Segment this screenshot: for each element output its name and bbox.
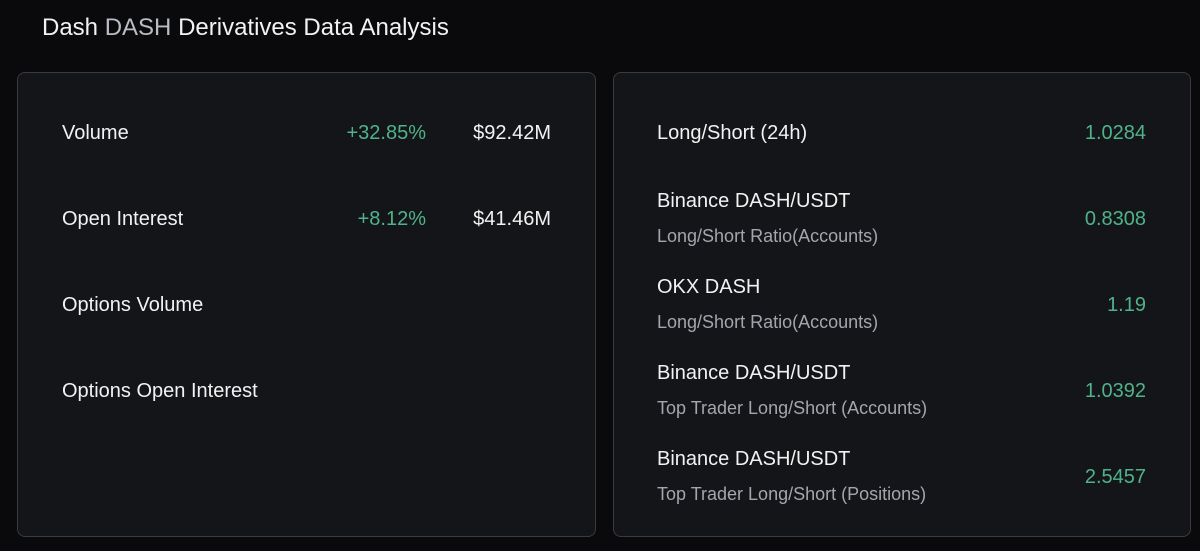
ratio-label: Binance DASH/USDT — [657, 448, 851, 470]
metric-change: +32.85% — [346, 122, 426, 144]
ratio-value: 1.0284 — [1084, 122, 1146, 144]
ratio-sublabel: Long/Short Ratio(Accounts) — [657, 312, 879, 332]
ratio-value: 1.0392 — [1084, 380, 1146, 402]
metric-value: $41.46M — [473, 208, 551, 230]
metric-label: Volume — [62, 122, 129, 144]
ratio-label: Long/Short (24h) — [657, 122, 808, 144]
metric-label: Options Volume — [62, 294, 204, 316]
metric-label: Options Open Interest — [62, 380, 258, 402]
ratio-label: Binance DASH/USDT — [657, 362, 851, 384]
ratio-sublabel: Top Trader Long/Short (Positions) — [657, 484, 927, 504]
ratio-label: Binance DASH/USDT — [657, 190, 851, 212]
ratio-value: 2.5457 — [1084, 466, 1146, 488]
coin-name: Dash — [42, 14, 99, 41]
ratio-sublabel: Long/Short Ratio(Accounts) — [657, 226, 879, 246]
left-panel: Volume +32.85% $92.42M Open Interest +8.12% $… — [17, 72, 596, 537]
coin-symbol: DASH — [104, 14, 172, 41]
metric-value: $92.42M — [473, 122, 551, 144]
metric-change: +8.12% — [357, 208, 426, 230]
title-text: Derivatives Data Analysis — [178, 14, 449, 41]
right-panel: Long/Short (24h) 1.0284 Binance DASH/USDT L… — [613, 72, 1191, 537]
metric-label: Open Interest — [62, 208, 184, 230]
ratio-sublabel: Top Trader Long/Short (Accounts) — [657, 398, 928, 418]
page-title: Dash DASH Derivatives Data Analysis — [42, 14, 449, 42]
ratio-label: OKX DASH — [657, 276, 761, 298]
ratio-value: 0.8308 — [1084, 208, 1146, 230]
ratio-value: 1.19 — [1107, 294, 1146, 316]
